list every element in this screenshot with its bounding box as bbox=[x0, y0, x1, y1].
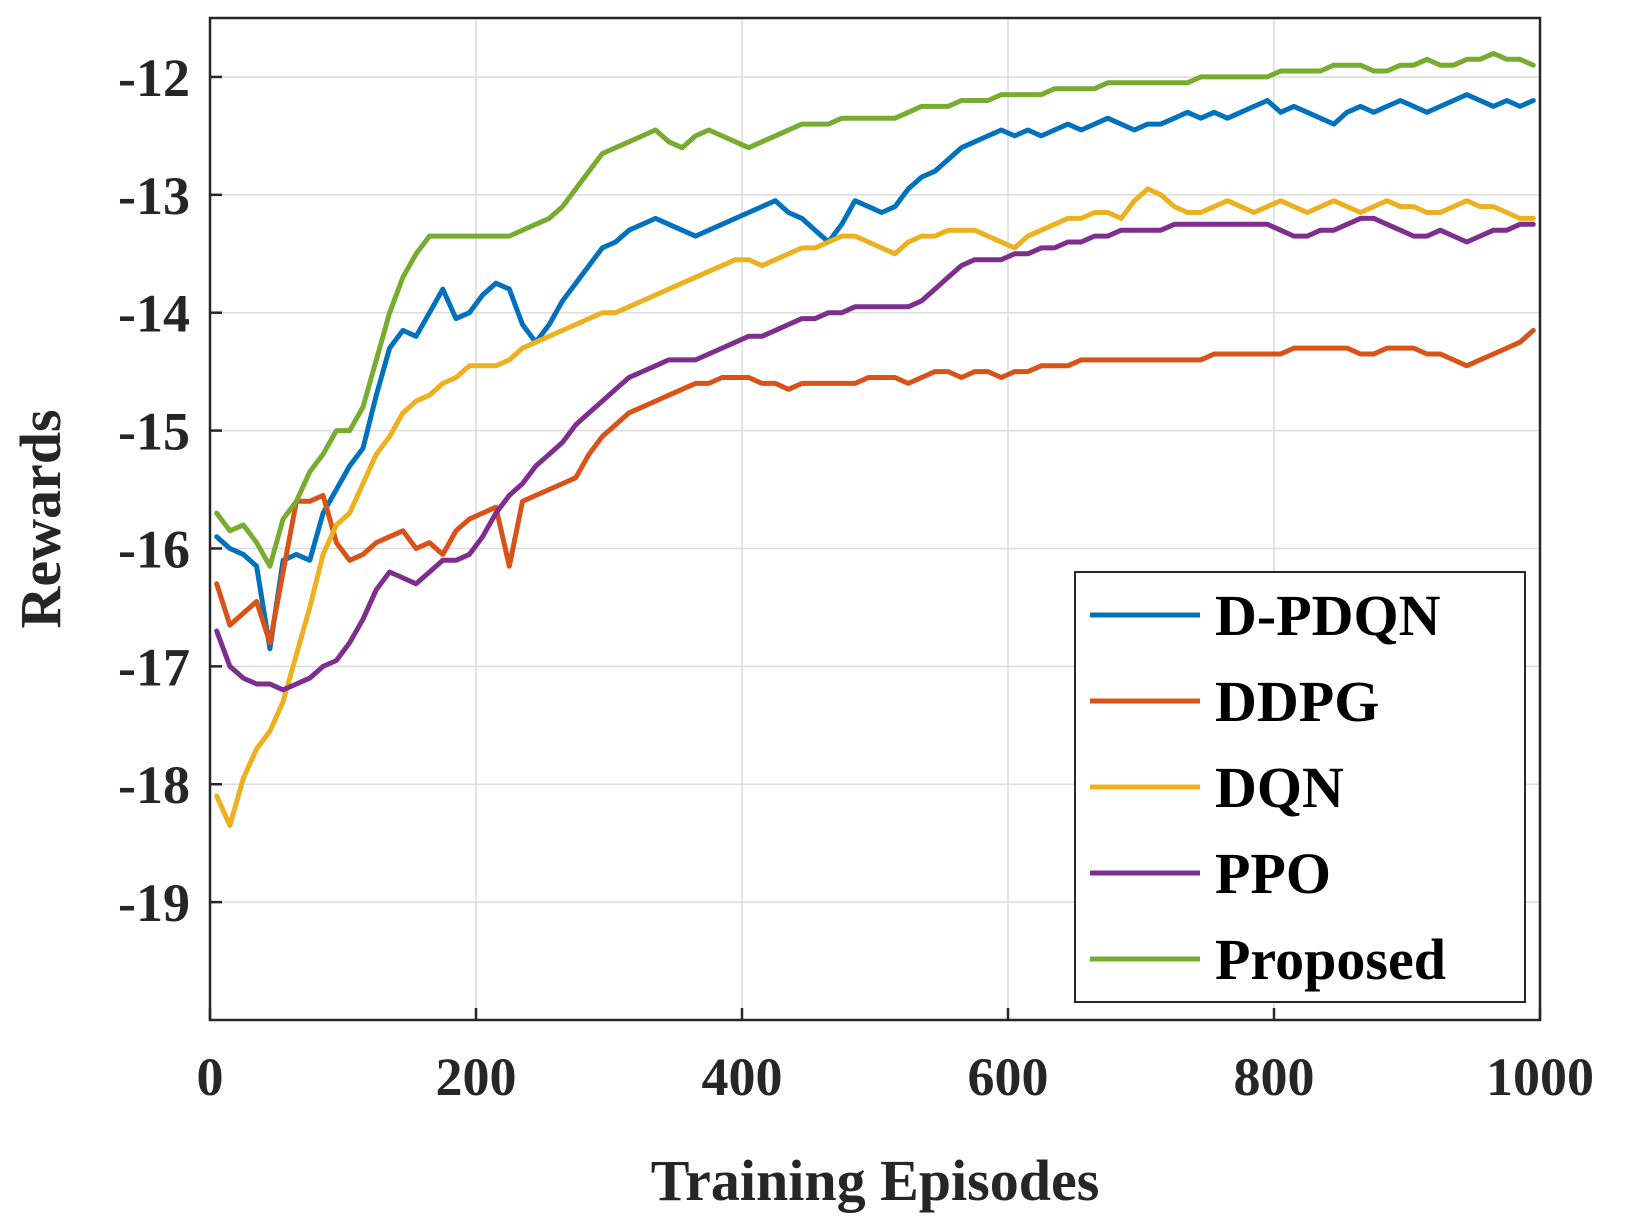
legend-label-dqn: DQN bbox=[1215, 755, 1344, 820]
y-tick-label: -12 bbox=[118, 48, 190, 108]
series-group bbox=[214, 50, 1536, 828]
x-tick-label: 600 bbox=[968, 1047, 1049, 1107]
y-tick-label: -13 bbox=[118, 166, 190, 226]
x-axis-ticks: 0 200 400 600 800 1000 bbox=[197, 1008, 1594, 1107]
x-tick-label: 1000 bbox=[1486, 1047, 1594, 1107]
series-line-proposed bbox=[214, 50, 1536, 569]
x-tick-label: 200 bbox=[436, 1047, 517, 1107]
legend: D-PDQN DDPG DQN PPO Proposed bbox=[1074, 571, 1526, 1003]
legend-label-ddpg: DDPG bbox=[1215, 669, 1379, 734]
series-line-dqn bbox=[214, 186, 1536, 828]
y-tick-label: -15 bbox=[118, 402, 190, 462]
x-tick-label: 0 bbox=[197, 1047, 224, 1107]
y-tick-label: -16 bbox=[118, 519, 190, 579]
plot-frame bbox=[208, 16, 1542, 1022]
y-tick-label: -18 bbox=[118, 755, 190, 815]
x-tick-label: 800 bbox=[1234, 1047, 1315, 1107]
y-tick-label: -19 bbox=[118, 873, 190, 933]
x-tick-label: 400 bbox=[702, 1047, 783, 1107]
x-axis-title: Training Episodes bbox=[651, 1148, 1100, 1213]
series-line-ppo bbox=[214, 215, 1536, 693]
legend-label-ppo: PPO bbox=[1215, 841, 1331, 906]
y-tick-label: -14 bbox=[118, 284, 190, 344]
y-axis-ticks: -19 -18 -17 -16 -15 -14 -13 -12 bbox=[118, 48, 222, 933]
y-axis-title: Rewards bbox=[8, 409, 73, 628]
legend-label-proposed: Proposed bbox=[1215, 927, 1446, 992]
series-line-d-pdqn bbox=[214, 92, 1536, 652]
series-line-ddpg bbox=[214, 327, 1536, 646]
y-tick-label: -17 bbox=[118, 637, 190, 697]
legend-label-d-pdqn: D-PDQN bbox=[1215, 583, 1441, 648]
